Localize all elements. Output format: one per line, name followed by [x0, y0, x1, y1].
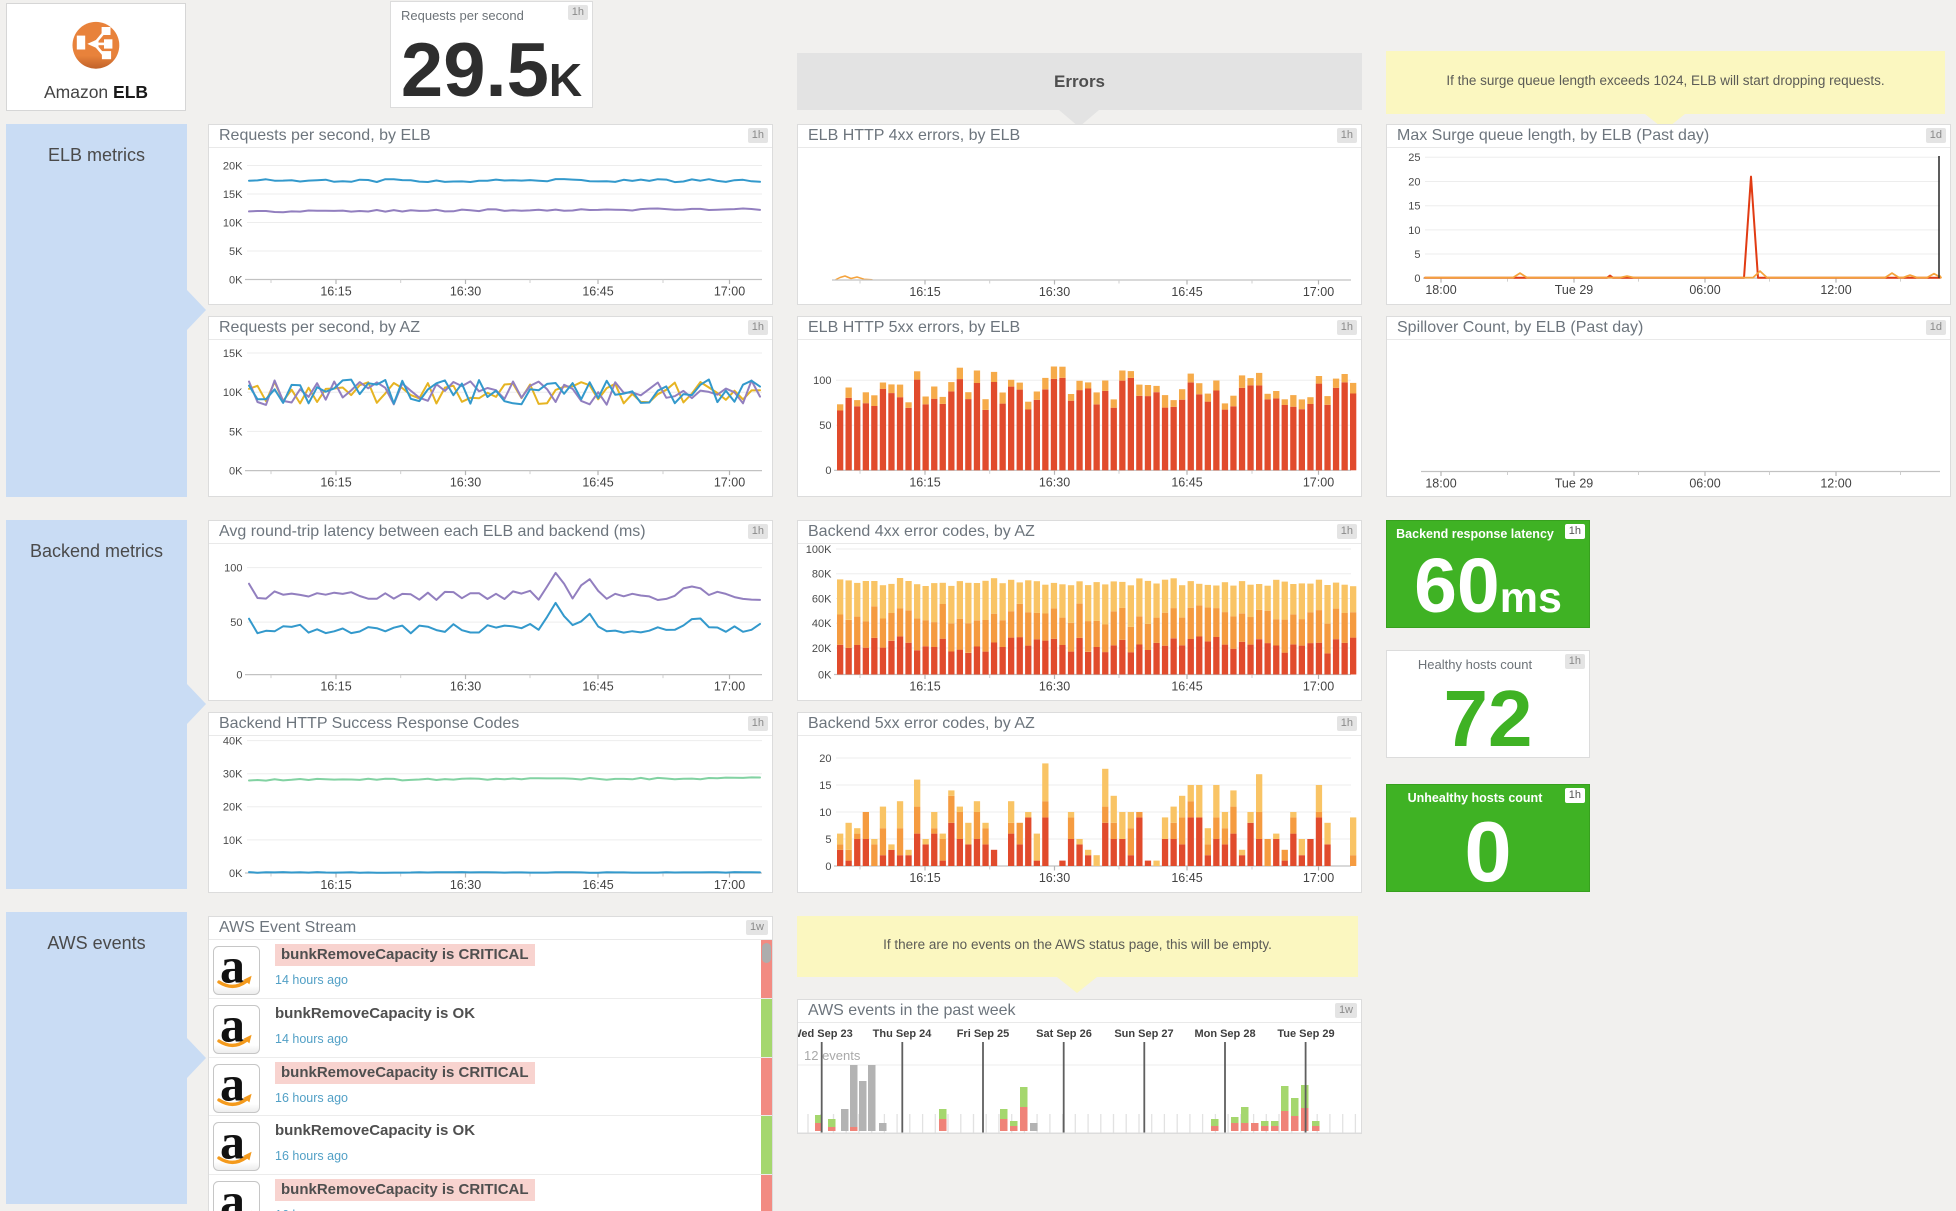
svg-text:5: 5 — [1414, 249, 1420, 261]
svg-text:10: 10 — [819, 807, 831, 819]
svg-text:16:15: 16:15 — [909, 871, 940, 885]
svg-text:17:00: 17:00 — [1303, 285, 1334, 299]
svg-text:0K: 0K — [229, 868, 243, 880]
svg-text:16:45: 16:45 — [582, 878, 613, 892]
svg-text:17:00: 17:00 — [714, 878, 745, 892]
svg-text:18:00: 18:00 — [1425, 283, 1456, 297]
svg-text:5: 5 — [825, 834, 831, 846]
svg-text:16:30: 16:30 — [450, 285, 481, 299]
svg-text:17:00: 17:00 — [1303, 680, 1334, 694]
svg-text:60K: 60K — [812, 593, 832, 605]
svg-text:18:00: 18:00 — [1425, 477, 1456, 491]
svg-text:06:00: 06:00 — [1689, 283, 1720, 297]
svg-text:0K: 0K — [229, 274, 243, 286]
svg-text:15K: 15K — [223, 348, 243, 360]
svg-text:30K: 30K — [223, 769, 243, 781]
svg-text:20K: 20K — [223, 802, 243, 814]
svg-text:20K: 20K — [223, 160, 243, 172]
svg-text:80K: 80K — [812, 569, 832, 581]
svg-text:16:45: 16:45 — [582, 476, 613, 490]
svg-text:a: a — [220, 1181, 245, 1211]
svg-text:20K: 20K — [812, 643, 832, 655]
svg-text:0K: 0K — [818, 669, 832, 681]
svg-text:16:30: 16:30 — [1039, 680, 1070, 694]
svg-text:0: 0 — [1414, 273, 1420, 285]
svg-text:50: 50 — [230, 617, 242, 629]
svg-text:16:15: 16:15 — [320, 476, 351, 490]
svg-text:17:00: 17:00 — [1303, 871, 1334, 885]
svg-text:10K: 10K — [223, 387, 243, 399]
svg-text:12:00: 12:00 — [1820, 283, 1851, 297]
svg-text:17:00: 17:00 — [1303, 475, 1334, 489]
svg-text:15: 15 — [819, 780, 831, 792]
svg-text:16:45: 16:45 — [1171, 680, 1202, 694]
svg-text:16:15: 16:15 — [909, 680, 940, 694]
svg-text:16:45: 16:45 — [582, 680, 613, 694]
svg-text:16:15: 16:15 — [320, 878, 351, 892]
svg-text:16:45: 16:45 — [1171, 871, 1202, 885]
svg-text:17:00: 17:00 — [714, 680, 745, 694]
svg-text:100: 100 — [813, 375, 831, 387]
svg-text:16:45: 16:45 — [1171, 285, 1202, 299]
svg-text:16:15: 16:15 — [909, 285, 940, 299]
svg-text:40K: 40K — [223, 736, 243, 748]
svg-text:16:15: 16:15 — [320, 680, 351, 694]
svg-text:10: 10 — [1408, 225, 1420, 237]
svg-text:16:45: 16:45 — [582, 285, 613, 299]
svg-text:100: 100 — [224, 563, 242, 575]
svg-text:15: 15 — [1408, 201, 1420, 213]
svg-text:10K: 10K — [223, 835, 243, 847]
svg-text:16:30: 16:30 — [1039, 475, 1070, 489]
svg-text:50: 50 — [819, 420, 831, 432]
svg-text:17:00: 17:00 — [714, 285, 745, 299]
svg-text:0K: 0K — [229, 466, 243, 478]
svg-text:16:30: 16:30 — [1039, 285, 1070, 299]
svg-text:16:30: 16:30 — [450, 476, 481, 490]
svg-text:0: 0 — [825, 861, 831, 873]
svg-text:16:45: 16:45 — [1171, 475, 1202, 489]
svg-text:16:15: 16:15 — [909, 475, 940, 489]
svg-text:0: 0 — [825, 465, 831, 477]
svg-text:16:30: 16:30 — [1039, 871, 1070, 885]
svg-text:5K: 5K — [229, 246, 243, 258]
svg-text:12:00: 12:00 — [1820, 477, 1851, 491]
svg-text:0: 0 — [236, 670, 242, 682]
svg-text:Tue 29: Tue 29 — [1555, 283, 1594, 297]
svg-text:12 events: 12 events — [804, 1048, 861, 1063]
svg-text:15K: 15K — [223, 189, 243, 201]
svg-text:16:30: 16:30 — [450, 878, 481, 892]
svg-text:16:30: 16:30 — [450, 680, 481, 694]
svg-text:06:00: 06:00 — [1689, 477, 1720, 491]
svg-text:Tue 29: Tue 29 — [1555, 477, 1594, 491]
svg-text:10K: 10K — [223, 217, 243, 229]
svg-text:20: 20 — [1408, 176, 1420, 188]
svg-text:40K: 40K — [812, 618, 832, 630]
svg-text:20: 20 — [819, 753, 831, 765]
svg-text:100K: 100K — [806, 544, 832, 556]
svg-text:16:15: 16:15 — [320, 285, 351, 299]
svg-text:17:00: 17:00 — [714, 476, 745, 490]
svg-text:25: 25 — [1408, 152, 1420, 164]
svg-text:5K: 5K — [229, 426, 243, 438]
